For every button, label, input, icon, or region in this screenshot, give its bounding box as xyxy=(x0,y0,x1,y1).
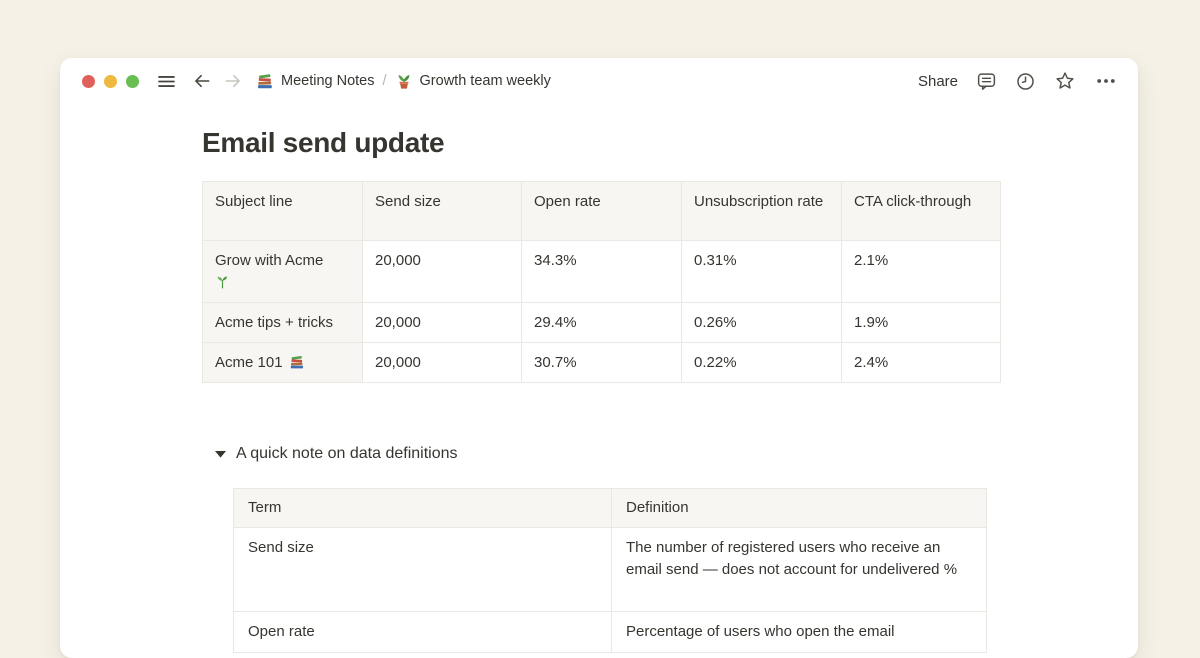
breadcrumb-item-meeting-notes[interactable]: Meeting Notes xyxy=(256,72,375,90)
email-metrics-table: Subject line Send size Open rate Unsubscrip… xyxy=(202,181,1001,383)
value-cell[interactable]: 0.31% xyxy=(681,240,842,303)
table-row: Acme 101 20,000 30.7% 0.22% 2.4% xyxy=(202,342,1001,383)
definition-cell[interactable]: Percentage of users who open the email xyxy=(611,611,987,653)
email-table-header-cell[interactable]: Unsubscription rate xyxy=(681,181,842,241)
email-table-header-cell[interactable]: CTA click-through xyxy=(841,181,1001,241)
toggle-block-data-definitions[interactable]: A quick note on data definitions xyxy=(212,441,1138,467)
notion-window: Meeting Notes / Growth team weekly Share xyxy=(60,58,1138,658)
definition-cell[interactable]: The number of registered users who recei… xyxy=(611,527,987,612)
toggle-label: A quick note on data definitions xyxy=(236,445,458,462)
topbar-actions: Share xyxy=(918,69,1118,93)
triangle-down-icon[interactable] xyxy=(212,450,228,458)
books-emoji xyxy=(289,354,305,370)
email-table-header-cell[interactable]: Open rate xyxy=(521,181,682,241)
email-table-head-row: Subject line Send size Open rate Unsubscrip… xyxy=(202,181,1001,241)
table-row: Send size The number of registered users … xyxy=(233,527,987,612)
page-content: Email send update Subject line Send size O… xyxy=(60,125,1138,653)
subject-cell[interactable]: Grow with Acme xyxy=(202,240,363,303)
value-cell[interactable]: 29.4% xyxy=(521,302,682,343)
value-cell[interactable]: 20,000 xyxy=(362,302,522,343)
breadcrumb: Meeting Notes / Growth team weekly xyxy=(256,72,551,90)
comment-icon[interactable] xyxy=(976,71,997,92)
term-cell[interactable]: Open rate xyxy=(233,611,612,653)
value-cell[interactable]: 1.9% xyxy=(841,302,1001,343)
window-topbar: Meeting Notes / Growth team weekly Share xyxy=(60,58,1138,104)
subject-text: Acme tips + tricks xyxy=(215,314,333,331)
table-row: Open rate Percentage of users who open th… xyxy=(233,611,987,653)
breadcrumb-parent-label: Meeting Notes xyxy=(281,73,375,89)
minimize-window-button[interactable] xyxy=(104,74,117,88)
books-emoji xyxy=(256,72,274,90)
value-cell[interactable]: 20,000 xyxy=(362,240,522,303)
definitions-table-head-row: Term Definition xyxy=(233,488,987,528)
window-controls xyxy=(82,74,139,88)
value-cell[interactable]: 0.26% xyxy=(681,302,842,343)
email-table-body: Grow with Acme 20,000 34.3% 0.31% 2.1% Acme t… xyxy=(202,240,1001,383)
table-row: Grow with Acme 20,000 34.3% 0.31% 2.1% xyxy=(202,240,1001,303)
value-cell[interactable]: 30.7% xyxy=(521,342,682,383)
definitions-table-body: Send size The number of registered users … xyxy=(233,527,987,653)
definitions-table-header-cell[interactable]: Term xyxy=(233,488,612,528)
page-title[interactable]: Email send update xyxy=(202,127,445,158)
value-cell[interactable]: 20,000 xyxy=(362,342,522,383)
email-table-header-cell[interactable]: Send size xyxy=(362,181,522,241)
breadcrumb-separator: / xyxy=(382,73,387,89)
email-table-header-cell[interactable]: Subject line xyxy=(202,181,363,241)
definitions-table-header-cell[interactable]: Definition xyxy=(611,488,987,528)
potted-plant-emoji xyxy=(395,72,413,90)
subject-text: Acme 101 xyxy=(215,354,283,371)
subject-cell[interactable]: Acme tips + tricks xyxy=(202,302,363,343)
subject-cell[interactable]: Acme 101 xyxy=(202,342,363,383)
forward-arrow-icon[interactable] xyxy=(223,71,243,91)
clock-icon[interactable] xyxy=(1015,71,1036,92)
share-button[interactable]: Share xyxy=(917,72,958,90)
nav-arrows xyxy=(192,71,243,91)
hamburger-icon[interactable] xyxy=(156,71,177,92)
term-cell[interactable]: Send size xyxy=(233,527,612,612)
table-row: Acme tips + tricks 20,000 29.4% 0.26% 1.9% xyxy=(202,302,1001,343)
more-icon[interactable] xyxy=(1094,69,1118,93)
breadcrumb-item-growth-team-weekly[interactable]: Growth team weekly xyxy=(395,72,551,90)
close-window-button[interactable] xyxy=(82,74,95,88)
value-cell[interactable]: 34.3% xyxy=(521,240,682,303)
breadcrumb-current-label: Growth team weekly xyxy=(419,73,551,89)
subject-text: Grow with Acme xyxy=(215,252,324,269)
value-cell[interactable]: 2.4% xyxy=(841,342,1001,383)
seedling-emoji xyxy=(215,274,230,289)
definitions-table: Term Definition Send size The number of re… xyxy=(233,488,987,653)
zoom-window-button[interactable] xyxy=(126,74,139,88)
value-cell[interactable]: 2.1% xyxy=(841,240,1001,303)
back-arrow-icon[interactable] xyxy=(192,71,212,91)
value-cell[interactable]: 0.22% xyxy=(681,342,842,383)
star-icon[interactable] xyxy=(1054,70,1076,92)
